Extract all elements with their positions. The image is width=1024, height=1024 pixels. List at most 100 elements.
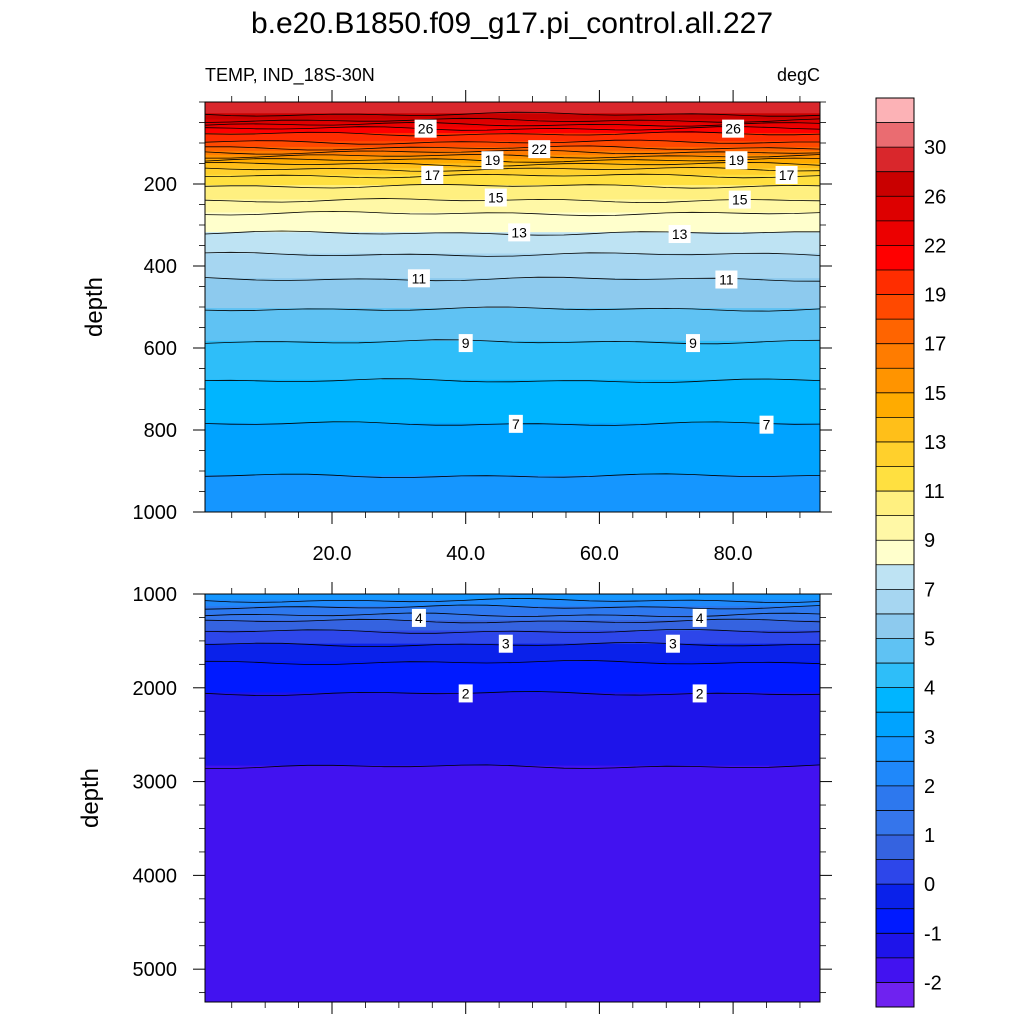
svg-text:26: 26 bbox=[418, 121, 434, 137]
svg-text:11: 11 bbox=[412, 270, 427, 286]
contour-line bbox=[205, 139, 820, 145]
svg-text:15: 15 bbox=[488, 190, 504, 206]
y-axis-label: depth bbox=[81, 277, 108, 337]
contour-line bbox=[205, 597, 820, 603]
x-tick-label: 60.0 bbox=[580, 543, 619, 565]
colorbar-tick-label: 4 bbox=[924, 678, 935, 700]
contour-line bbox=[205, 111, 820, 117]
contour-line bbox=[205, 145, 820, 151]
colorbar-swatch bbox=[876, 343, 914, 369]
temperature-band bbox=[205, 474, 820, 512]
svg-text:19: 19 bbox=[729, 152, 745, 168]
colorbar-tick-label: 19 bbox=[924, 285, 946, 307]
colorbar-swatch bbox=[876, 294, 914, 320]
contour-label: 3 bbox=[498, 634, 513, 653]
contour-line bbox=[205, 126, 820, 131]
contour-line bbox=[205, 612, 820, 618]
svg-text:13: 13 bbox=[672, 226, 688, 242]
contour-line bbox=[205, 628, 820, 634]
svg-text:15: 15 bbox=[732, 192, 748, 208]
contour-label: 19 bbox=[481, 151, 504, 170]
temperature-band bbox=[205, 132, 820, 144]
contour-label: 4 bbox=[411, 608, 426, 627]
colorbar-swatch bbox=[876, 613, 914, 639]
plot-frame bbox=[204, 593, 821, 1003]
colorbar-swatch bbox=[876, 982, 914, 1008]
contour-label: 3 bbox=[665, 634, 680, 653]
temperature-band bbox=[205, 692, 820, 768]
contour-line bbox=[205, 604, 820, 610]
panel-lower: 4 4 3 3 2 2 1000 2000 3000 4000 5000 depth bbox=[77, 582, 832, 1014]
colorbar-swatch bbox=[876, 98, 914, 124]
contour-label: 2 bbox=[458, 684, 473, 703]
svg-text:13: 13 bbox=[511, 224, 527, 240]
colorbar-tick-label: -2 bbox=[924, 972, 942, 994]
contour-label: 15 bbox=[728, 190, 751, 209]
contour-label: 22 bbox=[528, 140, 551, 159]
contour-line bbox=[205, 473, 820, 478]
y-tick-label: 2000 bbox=[133, 678, 178, 700]
svg-text:4: 4 bbox=[696, 610, 704, 626]
colorbar-swatch bbox=[876, 785, 914, 811]
y-axis-label: depth bbox=[77, 768, 104, 828]
contour-label: 7 bbox=[759, 415, 774, 434]
colorbar-swatch bbox=[876, 835, 914, 861]
colorbar-tick-label: 26 bbox=[924, 186, 946, 208]
temperature-band bbox=[205, 614, 820, 623]
contour-label: 9 bbox=[685, 334, 700, 353]
svg-text:22: 22 bbox=[531, 141, 547, 157]
contour-line bbox=[205, 251, 820, 257]
y-tick-label: 600 bbox=[144, 338, 177, 360]
colorbar-tick-label: 13 bbox=[924, 432, 946, 454]
y-tick-label: 5000 bbox=[133, 959, 178, 981]
colorbar-swatch bbox=[876, 687, 914, 713]
colorbar-swatch bbox=[876, 859, 914, 885]
svg-text:2: 2 bbox=[696, 685, 704, 701]
y-tick-label: 800 bbox=[144, 420, 177, 442]
temperature-band bbox=[205, 113, 820, 122]
contour-label: 4 bbox=[692, 608, 707, 627]
contour-line bbox=[205, 339, 820, 345]
temperature-band bbox=[205, 141, 820, 149]
colorbar-swatch bbox=[876, 810, 914, 836]
chart-title: b.e20.B1850.f09_g17.pi_control.all.227 bbox=[251, 7, 773, 40]
colorbar-swatch bbox=[876, 712, 914, 738]
contour-line bbox=[205, 173, 820, 179]
contour-label: 11 bbox=[407, 269, 430, 288]
svg-text:7: 7 bbox=[512, 416, 520, 432]
colorbar-swatch bbox=[876, 933, 914, 959]
y-tick-label: 1000 bbox=[133, 502, 178, 524]
colorbar-swatch bbox=[876, 736, 914, 762]
colorbar-tick-label: 5 bbox=[924, 628, 935, 650]
contour-label: 11 bbox=[715, 270, 738, 289]
temperature-band bbox=[205, 102, 820, 116]
temperature-band bbox=[205, 765, 820, 1002]
colorbar-swatch bbox=[876, 417, 914, 443]
colorbar-swatch bbox=[876, 196, 914, 222]
temperature-band bbox=[205, 212, 820, 235]
contour-line bbox=[205, 122, 820, 127]
x-tick-label: 80.0 bbox=[714, 543, 753, 565]
y-tick-label: 400 bbox=[144, 256, 177, 278]
x-tick-label: 40.0 bbox=[446, 543, 485, 565]
colorbar-swatch bbox=[876, 466, 914, 492]
contour-line bbox=[205, 198, 820, 204]
contour-line bbox=[205, 210, 820, 217]
chart-subtitle-left: TEMP, IND_18S-30N bbox=[205, 65, 375, 86]
colorbar-swatch bbox=[876, 368, 914, 394]
temperature-band bbox=[205, 119, 820, 126]
temperature-band bbox=[205, 308, 820, 343]
contour-label: 7 bbox=[508, 414, 523, 433]
contour-line bbox=[205, 764, 820, 769]
y-tick-label: 4000 bbox=[133, 865, 178, 887]
colorbar-swatch bbox=[876, 392, 914, 418]
y-tick-label: 1000 bbox=[133, 584, 178, 606]
temperature-band bbox=[205, 661, 820, 695]
x-tick-label: 20.0 bbox=[313, 543, 352, 565]
colorbar-swatch bbox=[876, 491, 914, 517]
colorbar-swatch bbox=[876, 957, 914, 983]
contour-line bbox=[205, 691, 820, 696]
contour-line bbox=[205, 131, 820, 137]
colorbar-swatch bbox=[876, 122, 914, 148]
